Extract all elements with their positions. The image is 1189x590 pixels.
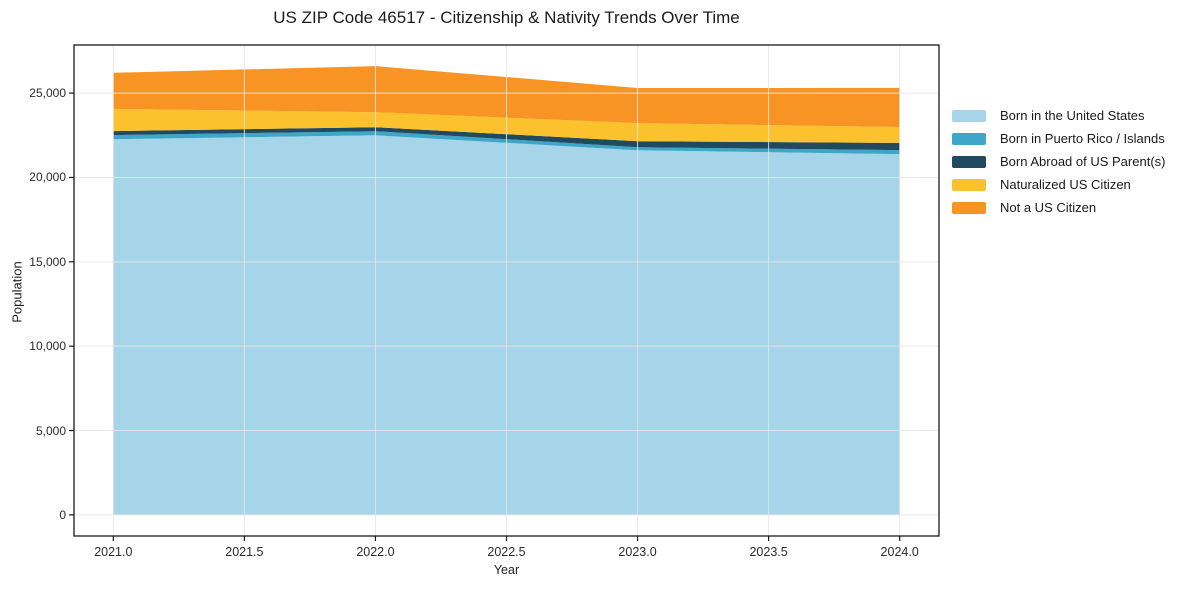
legend-swatch-born-in-us	[952, 109, 986, 122]
x-tick-label: 2024.0	[880, 545, 919, 559]
legend-swatch-born-puerto-rico	[952, 132, 986, 145]
legend-label: Born in Puerto Rico / Islands	[1000, 131, 1165, 146]
y-axis-label: Population	[9, 261, 25, 323]
legend-swatch-born-abroad	[952, 155, 986, 168]
y-tick-label: 10,000	[29, 339, 66, 354]
legend-swatch-naturalized	[952, 178, 986, 191]
legend-label: Born Abroad of US Parent(s)	[1000, 154, 1166, 169]
legend-label: Not a US Citizen	[1000, 200, 1097, 215]
legend-label: Naturalized US Citizen	[1000, 177, 1131, 192]
x-tick-label: 2021.0	[94, 545, 133, 559]
x-tick-label: 2021.5	[225, 545, 264, 559]
legend-item: Naturalized US Citizen	[952, 173, 1165, 196]
x-axis-label: Year	[493, 563, 520, 577]
y-tick-label: 5,000	[35, 423, 66, 438]
x-tick-label: 2022.0	[356, 545, 395, 559]
y-tick-label: 20,000	[29, 170, 66, 185]
y-tick-label: 0	[59, 507, 66, 522]
y-tick-label: 25,000	[29, 86, 66, 101]
x-tick-label: 2022.5	[487, 545, 526, 559]
legend-item: Born Abroad of US Parent(s)	[952, 150, 1165, 173]
legend-label: Born in the United States	[1000, 108, 1145, 123]
x-tick-label: 2023.0	[618, 545, 657, 559]
x-tick-label: 2023.5	[749, 545, 788, 559]
legend-item: Born in Puerto Rico / Islands	[952, 127, 1165, 150]
legend: Born in the United States Born in Puerto…	[952, 104, 1165, 219]
y-tick-label: 15,000	[29, 254, 66, 269]
legend-item: Not a US Citizen	[952, 196, 1165, 219]
legend-swatch-not-citizen	[952, 201, 986, 214]
chart-title: US ZIP Code 46517 - Citizenship & Nativi…	[273, 8, 740, 27]
legend-item: Born in the United States	[952, 104, 1165, 127]
